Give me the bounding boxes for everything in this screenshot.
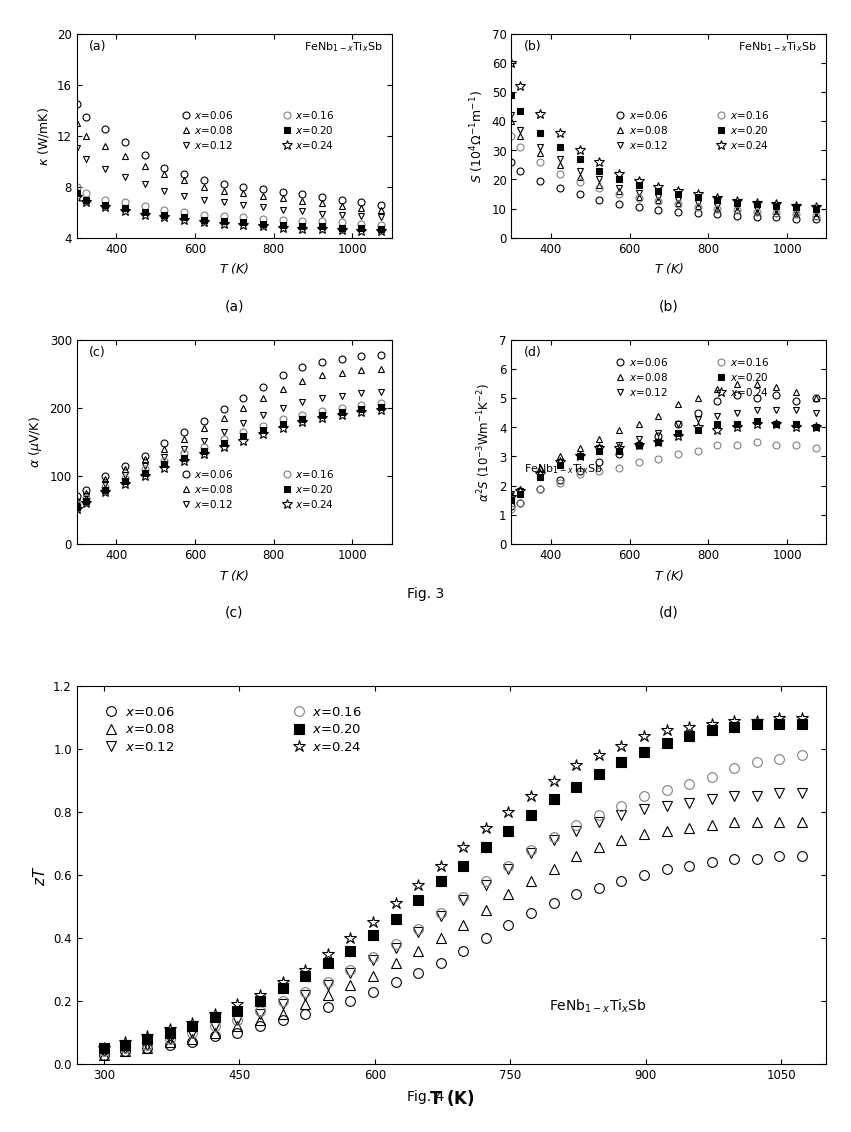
Text: (a): (a) xyxy=(224,299,243,314)
Y-axis label: $\alpha^2S$ $(10^{-3}$Wm$^{-1}$K$^{-2})$: $\alpha^2S$ $(10^{-3}$Wm$^{-1}$K$^{-2})$ xyxy=(476,383,493,501)
Text: (d): (d) xyxy=(523,346,541,359)
X-axis label: $T$ (K): $T$ (K) xyxy=(219,567,249,583)
Text: (b): (b) xyxy=(659,299,678,314)
Text: (b): (b) xyxy=(523,40,541,53)
X-axis label: $T$ (K): $T$ (K) xyxy=(653,261,683,276)
Y-axis label: $zT$: $zT$ xyxy=(31,865,48,885)
Y-axis label: $\alpha$ $(\mu$V/K): $\alpha$ $(\mu$V/K) xyxy=(27,417,44,468)
Text: (a): (a) xyxy=(89,40,106,53)
Text: (c): (c) xyxy=(225,606,243,619)
Legend: $x$=0.16, $x$=0.20, $x$=0.24: $x$=0.16, $x$=0.20, $x$=0.24 xyxy=(285,701,367,760)
Text: Fig. 4: Fig. 4 xyxy=(407,1090,444,1104)
Text: FeNb$_{1-x}$Ti$_x$Sb: FeNb$_{1-x}$Ti$_x$Sb xyxy=(548,997,646,1015)
Text: (c): (c) xyxy=(89,346,106,359)
Legend: $x$=0.16, $x$=0.20, $x$=0.24: $x$=0.16, $x$=0.20, $x$=0.24 xyxy=(277,464,338,514)
X-axis label: $T$ (K): $T$ (K) xyxy=(653,567,683,583)
X-axis label: $\mathbf{T}$ (K): $\mathbf{T}$ (K) xyxy=(428,1088,474,1107)
Legend: $x$=0.16, $x$=0.20, $x$=0.24: $x$=0.16, $x$=0.20, $x$=0.24 xyxy=(277,104,338,155)
Y-axis label: $S$ $(10^4\Omega^{-1}$m$^{-1})$: $S$ $(10^4\Omega^{-1}$m$^{-1})$ xyxy=(468,89,486,182)
Text: FeNb$_{1-x}$Ti$_x$Sb: FeNb$_{1-x}$Ti$_x$Sb xyxy=(738,40,816,54)
Legend: $x$=0.16, $x$=0.20, $x$=0.24: $x$=0.16, $x$=0.20, $x$=0.24 xyxy=(711,351,773,402)
Y-axis label: $\kappa$ (W/mK): $\kappa$ (W/mK) xyxy=(37,106,51,165)
Text: Fig. 3: Fig. 3 xyxy=(407,588,444,601)
X-axis label: $T$ (K): $T$ (K) xyxy=(219,261,249,276)
Text: (d): (d) xyxy=(659,606,678,619)
Legend: $x$=0.16, $x$=0.20, $x$=0.24: $x$=0.16, $x$=0.20, $x$=0.24 xyxy=(711,104,773,155)
Text: FeNb$_{1-x}$Ti$_x$Sb: FeNb$_{1-x}$Ti$_x$Sb xyxy=(303,40,382,54)
Text: FeNb$_{1-x}$Ti$_x$Sb: FeNb$_{1-x}$Ti$_x$Sb xyxy=(523,463,602,477)
